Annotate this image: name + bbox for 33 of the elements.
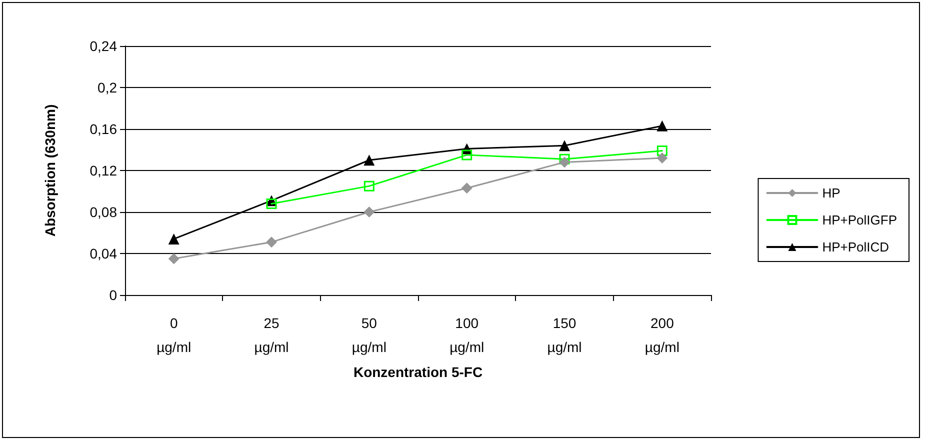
legend-label: HP+PolICD [822, 240, 890, 254]
y-tick-label: 0,2 [98, 80, 118, 96]
point [656, 146, 668, 156]
x-axis-title: Konzentration 5-FC [353, 364, 483, 380]
point [364, 180, 374, 192]
y-tick-label: 0,24 [90, 38, 118, 54]
point [168, 253, 180, 264]
x-tick-label: 150 µg/ml [547, 315, 582, 355]
x-tick-label: 50 µg/ml [352, 315, 386, 355]
x-tick-label: 0 µg/ml [156, 315, 192, 355]
point [559, 140, 570, 152]
x-tick-label: 25 µg/ml [254, 315, 289, 355]
point [266, 198, 277, 209]
point [656, 120, 668, 132]
point [364, 206, 375, 218]
y-axis-title: Absorption (630nm) [42, 104, 58, 237]
legend-label: HP+PolIGFP [822, 212, 898, 228]
point [559, 156, 570, 168]
y-tick-label: 0,12 [90, 162, 118, 178]
x-tick-label: 100 µg/ml [450, 315, 484, 355]
point [266, 236, 277, 248]
y-tick-label: 0,16 [90, 121, 118, 137]
point [364, 154, 375, 166]
legend-label: HP [822, 186, 840, 200]
point [168, 233, 180, 244]
point [559, 154, 570, 164]
point [462, 150, 472, 160]
point [656, 152, 668, 164]
y-tick-label: 0 [109, 287, 118, 303]
point [461, 182, 472, 194]
y-tick-label: 0,08 [90, 204, 118, 220]
y-tick-label: 0,04 [90, 246, 118, 262]
x-tick-label: 200 µg/ml [644, 315, 680, 355]
